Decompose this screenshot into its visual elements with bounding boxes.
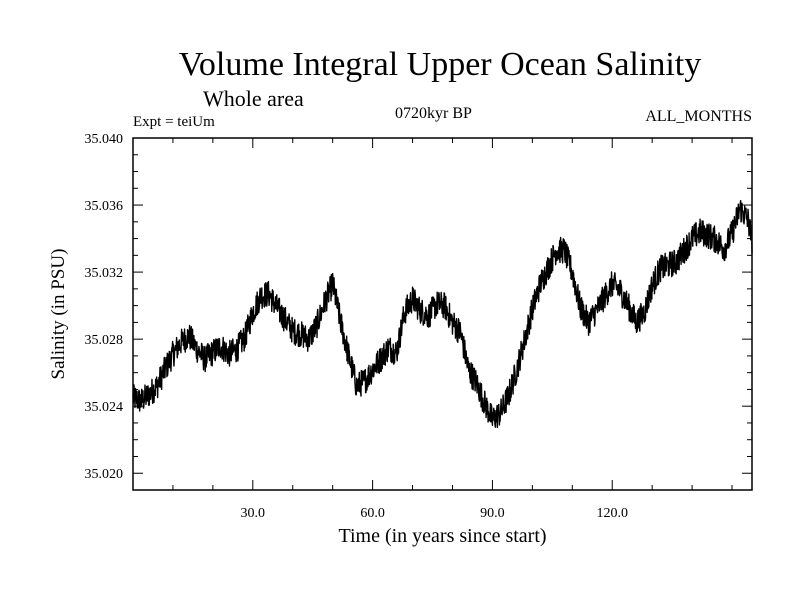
y-tick-label: 35.040	[85, 132, 124, 147]
x-tick-label: 30.0	[241, 506, 266, 521]
axis-tick-labels: 30.0 60.0 90.0 120.0 35.020 35.024 35.028 35.03…	[85, 132, 628, 521]
series-line-salinity	[132, 199, 753, 429]
chart-subtitle: Whole area	[203, 86, 304, 111]
y-tick-label: 35.024	[85, 400, 124, 415]
months-label: ALL_MONTHS	[645, 108, 752, 125]
x-axis-label: Time (in years since start)	[338, 525, 546, 547]
chart-title: Volume Integral Upper Ocean Salinity	[178, 46, 702, 83]
y-axis-label: Salinity (in PSU)	[48, 249, 69, 380]
y-tick-label: 35.028	[85, 333, 124, 348]
y-tick-label: 35.020	[85, 467, 124, 482]
plot-frame	[132, 137, 753, 491]
x-tick-label: 90.0	[480, 506, 505, 521]
x-tick-label: 60.0	[360, 506, 385, 521]
x-tick-label: 120.0	[596, 506, 628, 521]
y-tick-label: 35.032	[85, 266, 124, 281]
period-label: 0720kyr BP	[395, 105, 472, 122]
y-tick-label: 35.036	[85, 199, 124, 214]
series-layer	[132, 199, 753, 429]
axis-ticks	[133, 138, 752, 491]
experiment-label: Expt = teiUm	[133, 114, 215, 130]
